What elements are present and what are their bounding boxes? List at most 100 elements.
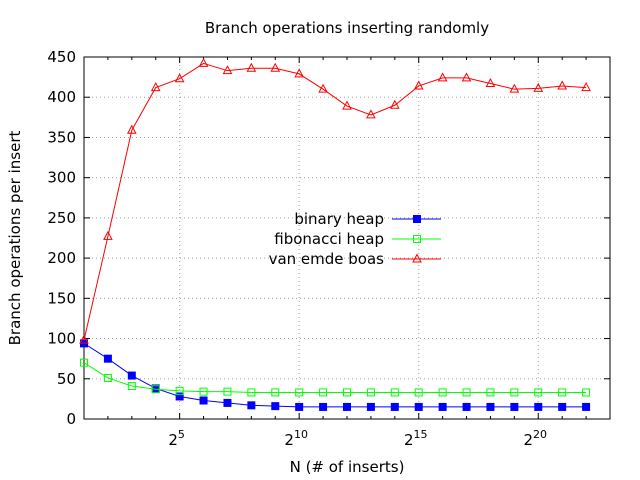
- series-fibonacci-heap: [80, 358, 591, 397]
- data-point: [151, 385, 160, 394]
- data-point: [581, 82, 591, 92]
- y-tick-label: 400: [47, 88, 76, 106]
- y-tick-label: 50: [57, 370, 76, 388]
- data-point: [342, 100, 352, 110]
- data-point: [438, 388, 447, 397]
- data-point: [343, 402, 351, 411]
- data-point: [486, 402, 495, 411]
- series-line: [83, 342, 587, 408]
- x-tick-exponent: 10: [294, 428, 308, 441]
- data-point: [319, 388, 328, 397]
- y-tick-label: 200: [47, 249, 76, 267]
- y-tick-label: 0: [66, 410, 76, 428]
- data-point: [510, 388, 519, 397]
- data-point: [294, 68, 305, 78]
- series-line: [83, 362, 587, 393]
- data-point: [271, 388, 280, 397]
- legend-label: van emde boas: [269, 250, 385, 268]
- data-point: [223, 398, 232, 407]
- data-point: [509, 83, 520, 93]
- data-point: [413, 80, 424, 90]
- x-tick-base: 2: [284, 431, 294, 449]
- y-tick-label: 300: [47, 169, 76, 187]
- x-tick-exponent: 20: [533, 428, 547, 441]
- data-point: [366, 109, 376, 119]
- data-point: [198, 57, 209, 67]
- data-point: [390, 388, 399, 397]
- data-point: [270, 62, 281, 72]
- data-point: [438, 402, 447, 411]
- data-point: [389, 99, 400, 109]
- data-point: [295, 388, 304, 397]
- data-point: [462, 402, 471, 411]
- x-tick-exponent: 15: [414, 428, 428, 441]
- data-point: [558, 402, 567, 411]
- data-point: [80, 358, 88, 367]
- data-point: [79, 334, 89, 344]
- data-point: [414, 388, 423, 397]
- x-tick-label: 25: [168, 428, 185, 449]
- data-point: [461, 72, 472, 82]
- data-point: [175, 392, 184, 401]
- data-point: [366, 402, 375, 411]
- data-point: [247, 388, 256, 397]
- x-axis-label: N (# of inserts): [290, 458, 405, 476]
- data-point: [582, 402, 591, 411]
- data-point: [199, 396, 208, 405]
- data-point: [295, 402, 304, 411]
- y-tick-label: 350: [47, 128, 76, 146]
- series-line: [83, 62, 587, 341]
- x-tick-label: 210: [284, 428, 308, 449]
- data-point: [414, 402, 423, 411]
- plot-border: [83, 56, 611, 420]
- y-axis-label: Branch operations per insert: [6, 131, 24, 346]
- data-point: [557, 80, 568, 90]
- series-binary-heap: [80, 339, 591, 411]
- data-point: [271, 402, 280, 411]
- legend: binary heap fibonacci heap van emde boas: [269, 210, 441, 268]
- y-tick-label: 250: [47, 209, 76, 227]
- data-point: [103, 354, 112, 363]
- data-point: [127, 371, 136, 380]
- data-point: [223, 387, 232, 396]
- data-point: [222, 65, 233, 75]
- y-tick-label: 450: [47, 48, 76, 66]
- data-point: [437, 72, 448, 82]
- data-point: [510, 402, 519, 411]
- data-point: [103, 373, 112, 382]
- data-point: [127, 382, 136, 391]
- legend-label: binary heap: [294, 210, 384, 228]
- x-tick-exponent: 5: [178, 428, 185, 441]
- data-point: [126, 124, 137, 134]
- data-point: [462, 388, 471, 397]
- data-point: [150, 82, 161, 92]
- series-group: [79, 57, 591, 411]
- data-point: [485, 77, 496, 88]
- x-tick-base: 2: [404, 431, 414, 449]
- data-point: [175, 386, 184, 395]
- data-point: [534, 402, 543, 411]
- data-point: [390, 402, 399, 411]
- x-tick-label: 215: [404, 428, 428, 449]
- data-point: [247, 401, 256, 410]
- legend-swatch-marker: [413, 215, 421, 223]
- data-point: [174, 73, 185, 83]
- data-point: [486, 388, 495, 397]
- data-point: [558, 388, 567, 397]
- legend-label: fibonacci heap: [274, 230, 384, 248]
- grid: [84, 57, 610, 419]
- data-point: [533, 82, 544, 92]
- data-point: [103, 230, 113, 240]
- data-point: [246, 62, 257, 72]
- legend-swatch-marker: [413, 235, 421, 243]
- x-tick-label: 220: [523, 428, 547, 449]
- x-tick-base: 2: [523, 431, 533, 449]
- data-point: [319, 402, 328, 411]
- data-point: [343, 388, 351, 397]
- x-tick-base: 2: [168, 431, 178, 449]
- y-tick-label: 150: [47, 289, 76, 307]
- chart-title: Branch operations inserting randomly: [205, 19, 489, 37]
